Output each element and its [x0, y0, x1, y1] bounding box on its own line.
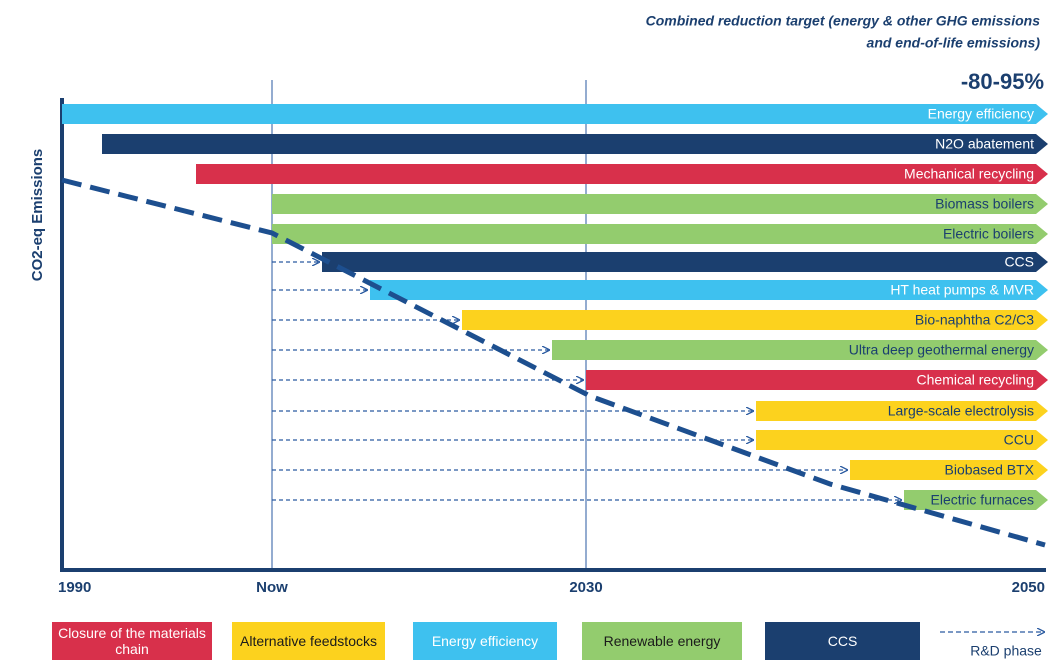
- measure-bar: [196, 164, 1048, 184]
- measure-label: CCU: [1004, 432, 1034, 448]
- legend-item: Renewable energy: [582, 622, 742, 660]
- y-axis-label: CO2-eq Emissions: [29, 149, 46, 282]
- legend-item: Energy efficiency: [413, 622, 557, 660]
- legend-item: Closure of the materials chain: [52, 622, 212, 660]
- legend-item: Alternative feedstocks: [232, 622, 385, 660]
- measure-bar: [62, 104, 1048, 124]
- legend-item: CCS: [765, 622, 920, 660]
- measure-bar: [904, 490, 1048, 510]
- time-label: 1990: [58, 579, 91, 596]
- measure-label: Biomass boilers: [935, 196, 1034, 212]
- measure-bar: [850, 460, 1048, 480]
- measure-label: Biobased BTX: [945, 462, 1035, 478]
- measure-bar: [756, 430, 1048, 450]
- measure-label: HT heat pumps & MVR: [890, 282, 1034, 298]
- measure-bar: [322, 252, 1048, 272]
- target: -80-95%: [961, 69, 1044, 94]
- measure-label: Electric boilers: [943, 226, 1034, 242]
- emission-trajectory: [61, 177, 1046, 548]
- measure-bar: [272, 224, 1048, 244]
- measure-label: Energy efficiency: [928, 106, 1034, 122]
- measure-bar: [462, 310, 1048, 330]
- measure-label: Electric furnaces: [931, 492, 1034, 508]
- title-line: Combined reduction target (energy & othe…: [646, 13, 1041, 29]
- measure-label: Chemical recycling: [917, 372, 1034, 388]
- time-label: Now: [256, 579, 288, 596]
- measure-label: Large-scale electrolysis: [888, 403, 1034, 419]
- measure-bar: [552, 340, 1048, 360]
- measure-bar: [756, 401, 1048, 421]
- measure-bar: [370, 280, 1048, 300]
- measure-label: Ultra deep geothermal energy: [849, 342, 1034, 358]
- time-label: 2050: [1012, 579, 1045, 596]
- measure-label: CCS: [1004, 254, 1034, 270]
- measure-label: N2O abatement: [935, 136, 1034, 152]
- time-label: 2030: [569, 579, 602, 596]
- measure-bar: [586, 370, 1048, 390]
- measure-label: Mechanical recycling: [904, 166, 1034, 182]
- measure-bar: [272, 194, 1048, 214]
- title-line: and end-of-life emissions): [867, 35, 1041, 51]
- legend-rd-label: R&D phase: [970, 643, 1042, 659]
- measure-bar: [102, 134, 1048, 154]
- measure-label: Bio-naphtha C2/C3: [915, 312, 1034, 328]
